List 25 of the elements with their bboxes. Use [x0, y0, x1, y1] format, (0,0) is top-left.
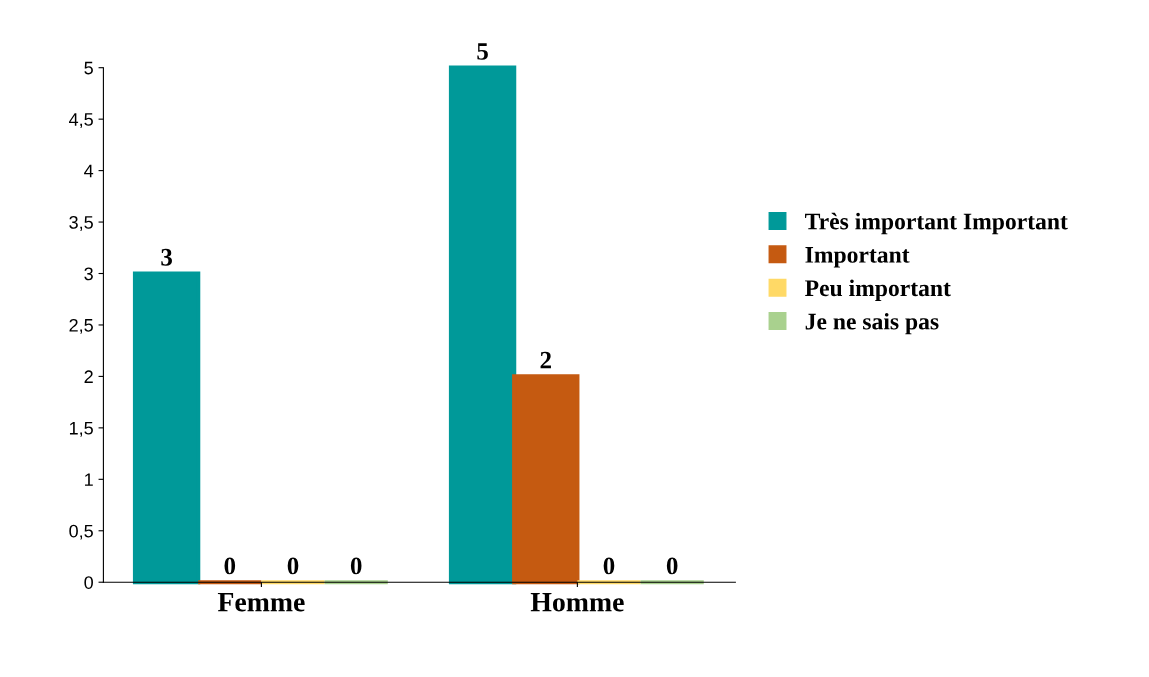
- y-tick-label: 5: [84, 61, 93, 75]
- legend-label: Très important Important: [805, 212, 1068, 235]
- x-tick-label: Femme: [217, 593, 305, 612]
- data-label: 0: [350, 557, 362, 575]
- data-label: 0: [224, 557, 236, 575]
- y-tick-label: 4,5: [69, 113, 93, 128]
- y-tick-label: 1: [85, 473, 93, 486]
- legend-label: Peu important: [805, 279, 951, 301]
- x-tick-label: Homme: [530, 593, 624, 612]
- y-tick-label: 0,5: [69, 524, 93, 540]
- y-tick-label: 1,5: [69, 421, 93, 437]
- data-label: 2: [540, 351, 551, 369]
- data-label: 0: [603, 557, 615, 575]
- y-tick-label: 2: [84, 370, 93, 383]
- y-tick-label: 3,5: [69, 215, 93, 231]
- y-tick-label: 2,5: [69, 318, 93, 334]
- data-label: 3: [161, 248, 172, 266]
- data-label: 0: [287, 557, 299, 575]
- y-tick-label: 4: [84, 164, 94, 178]
- data-label: 5: [477, 43, 488, 60]
- y-tick-label: 3: [84, 267, 93, 281]
- legend-label: Important: [805, 247, 910, 268]
- legend-label: Je ne sais pas: [805, 312, 939, 335]
- data-label: 0: [666, 557, 678, 575]
- y-tick-label: 0: [84, 576, 93, 589]
